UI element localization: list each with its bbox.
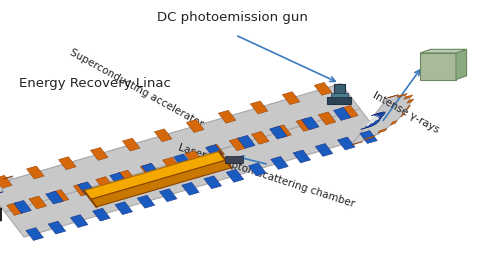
Polygon shape: [238, 135, 255, 148]
Polygon shape: [137, 195, 155, 208]
Polygon shape: [142, 163, 159, 176]
Polygon shape: [84, 151, 226, 199]
Polygon shape: [48, 221, 66, 234]
Polygon shape: [390, 121, 397, 125]
Polygon shape: [0, 175, 12, 188]
Polygon shape: [456, 49, 467, 80]
Polygon shape: [118, 170, 135, 183]
Polygon shape: [26, 228, 44, 240]
Polygon shape: [0, 192, 3, 194]
Text: DC photoemission gun: DC photoemission gun: [157, 11, 308, 24]
Polygon shape: [282, 92, 300, 105]
Polygon shape: [159, 189, 177, 202]
Polygon shape: [155, 129, 172, 142]
Polygon shape: [296, 118, 313, 131]
Polygon shape: [0, 176, 13, 225]
Polygon shape: [364, 114, 382, 128]
Polygon shape: [207, 144, 225, 157]
Polygon shape: [51, 189, 69, 203]
Polygon shape: [293, 150, 311, 163]
Polygon shape: [0, 208, 1, 222]
Polygon shape: [226, 169, 244, 182]
Polygon shape: [115, 202, 132, 215]
Polygon shape: [301, 117, 319, 130]
Polygon shape: [3, 176, 12, 179]
Polygon shape: [91, 160, 231, 207]
Polygon shape: [5, 109, 379, 237]
Polygon shape: [377, 117, 382, 121]
Polygon shape: [122, 138, 140, 151]
Polygon shape: [249, 163, 266, 176]
Polygon shape: [364, 124, 375, 128]
Polygon shape: [374, 112, 384, 116]
Polygon shape: [73, 183, 91, 196]
Polygon shape: [315, 143, 333, 157]
Polygon shape: [109, 172, 127, 186]
Polygon shape: [78, 182, 96, 195]
Polygon shape: [229, 138, 247, 151]
Polygon shape: [378, 113, 385, 117]
Polygon shape: [218, 110, 236, 123]
Polygon shape: [26, 166, 44, 179]
Polygon shape: [360, 126, 371, 129]
Polygon shape: [93, 208, 110, 221]
Polygon shape: [327, 97, 351, 104]
Polygon shape: [250, 101, 268, 114]
Polygon shape: [334, 83, 345, 99]
Polygon shape: [420, 49, 467, 53]
Polygon shape: [334, 107, 351, 121]
Text: Intense γ-rays: Intense γ-rays: [371, 91, 441, 135]
Polygon shape: [369, 122, 378, 126]
Polygon shape: [0, 84, 360, 212]
Polygon shape: [340, 105, 358, 118]
Polygon shape: [404, 95, 413, 99]
Polygon shape: [379, 115, 383, 119]
Polygon shape: [318, 112, 336, 125]
Polygon shape: [174, 154, 191, 167]
Polygon shape: [388, 95, 398, 98]
Polygon shape: [407, 105, 410, 109]
Polygon shape: [0, 84, 360, 212]
Polygon shape: [351, 95, 410, 145]
Polygon shape: [376, 112, 385, 116]
Polygon shape: [59, 157, 76, 170]
Polygon shape: [331, 93, 348, 97]
Polygon shape: [314, 82, 332, 95]
Polygon shape: [29, 196, 47, 209]
Polygon shape: [371, 112, 382, 116]
Polygon shape: [397, 93, 408, 97]
Polygon shape: [205, 145, 223, 158]
Polygon shape: [204, 176, 222, 189]
Polygon shape: [378, 129, 387, 133]
Polygon shape: [269, 126, 287, 139]
Polygon shape: [96, 177, 113, 189]
Polygon shape: [162, 157, 180, 170]
Polygon shape: [252, 131, 269, 144]
Polygon shape: [274, 125, 291, 138]
Polygon shape: [90, 147, 108, 160]
Polygon shape: [401, 113, 405, 117]
Text: Energy Recovery Linac: Energy Recovery Linac: [19, 77, 171, 90]
Text: Superconducting accelerator: Superconducting accelerator: [68, 47, 205, 129]
Polygon shape: [140, 164, 158, 177]
Polygon shape: [46, 191, 63, 204]
Polygon shape: [7, 203, 24, 215]
Polygon shape: [186, 120, 204, 133]
Polygon shape: [14, 200, 31, 213]
Polygon shape: [373, 120, 380, 124]
Text: Laser Compton scattering chamber: Laser Compton scattering chamber: [177, 143, 356, 209]
Polygon shape: [337, 137, 355, 150]
Polygon shape: [352, 141, 362, 145]
Polygon shape: [407, 99, 414, 103]
Polygon shape: [420, 53, 456, 80]
Polygon shape: [226, 156, 243, 163]
Polygon shape: [360, 131, 377, 143]
Polygon shape: [181, 182, 199, 195]
Polygon shape: [271, 157, 288, 169]
Polygon shape: [185, 151, 203, 164]
Polygon shape: [71, 215, 88, 228]
Polygon shape: [365, 136, 375, 140]
